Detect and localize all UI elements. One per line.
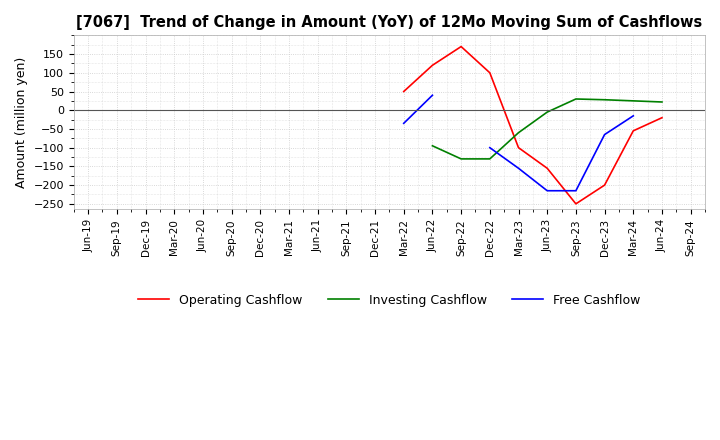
Line: Free Cashflow: Free Cashflow xyxy=(318,95,634,191)
Investing Cashflow xyxy=(600,97,609,103)
Operating Cashflow xyxy=(456,44,465,49)
Investing Cashflow xyxy=(629,98,638,103)
Title: [7067]  Trend of Change in Amount (YoY) of 12Mo Moving Sum of Cashflows: [7067] Trend of Change in Amount (YoY) o… xyxy=(76,15,703,30)
Free Cashflow xyxy=(543,188,552,193)
Operating Cashflow xyxy=(629,128,638,133)
Line: Operating Cashflow: Operating Cashflow xyxy=(404,47,662,204)
Free Cashflow xyxy=(313,121,322,126)
Investing Cashflow xyxy=(657,99,666,105)
Free Cashflow xyxy=(572,188,580,193)
Operating Cashflow xyxy=(572,201,580,206)
Free Cashflow xyxy=(428,92,437,98)
Legend: Operating Cashflow, Investing Cashflow, Free Cashflow: Operating Cashflow, Investing Cashflow, … xyxy=(133,289,646,312)
Free Cashflow xyxy=(629,113,638,118)
Operating Cashflow xyxy=(600,183,609,188)
Operating Cashflow xyxy=(485,70,494,75)
Investing Cashflow xyxy=(543,110,552,115)
Operating Cashflow xyxy=(543,165,552,171)
Investing Cashflow xyxy=(456,156,465,161)
Free Cashflow xyxy=(485,145,494,150)
Investing Cashflow xyxy=(485,156,494,161)
Investing Cashflow xyxy=(514,130,523,136)
Line: Investing Cashflow: Investing Cashflow xyxy=(433,99,662,159)
Y-axis label: Amount (million yen): Amount (million yen) xyxy=(15,57,28,188)
Operating Cashflow xyxy=(514,145,523,150)
Free Cashflow xyxy=(514,165,523,171)
Free Cashflow xyxy=(600,132,609,137)
Investing Cashflow xyxy=(572,96,580,102)
Investing Cashflow xyxy=(428,143,437,148)
Operating Cashflow xyxy=(428,62,437,68)
Free Cashflow xyxy=(400,121,408,126)
Operating Cashflow xyxy=(400,89,408,94)
Operating Cashflow xyxy=(657,115,666,121)
